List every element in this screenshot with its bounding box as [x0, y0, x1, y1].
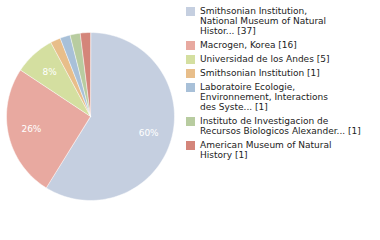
html-text:Universidad de los Andes [5]: Universidad de los Andes [5] [200, 54, 330, 64]
svg-text:8%: 8% [43, 67, 58, 77]
html-text:American Museum of Natural His: American Museum of Natural History [1] [200, 140, 332, 160]
svg-text:60%: 60% [139, 128, 159, 138]
html-text:Laboratoire Ecologie, Environn: Laboratoire Ecologie, Environnement, Int… [200, 82, 328, 112]
html-text:Smithsonian Institution, Natio: Smithsonian Institution, National Museum… [200, 6, 327, 36]
html-text:Smithsonian Institution [1]: Smithsonian Institution [1] [200, 68, 320, 78]
html-text:Instituto de Investigacion de: Instituto de Investigacion de Recursos B… [200, 116, 361, 136]
svg-text:26%: 26% [21, 124, 41, 134]
html-text:Macrogen, Korea [16]: Macrogen, Korea [16] [200, 40, 297, 50]
